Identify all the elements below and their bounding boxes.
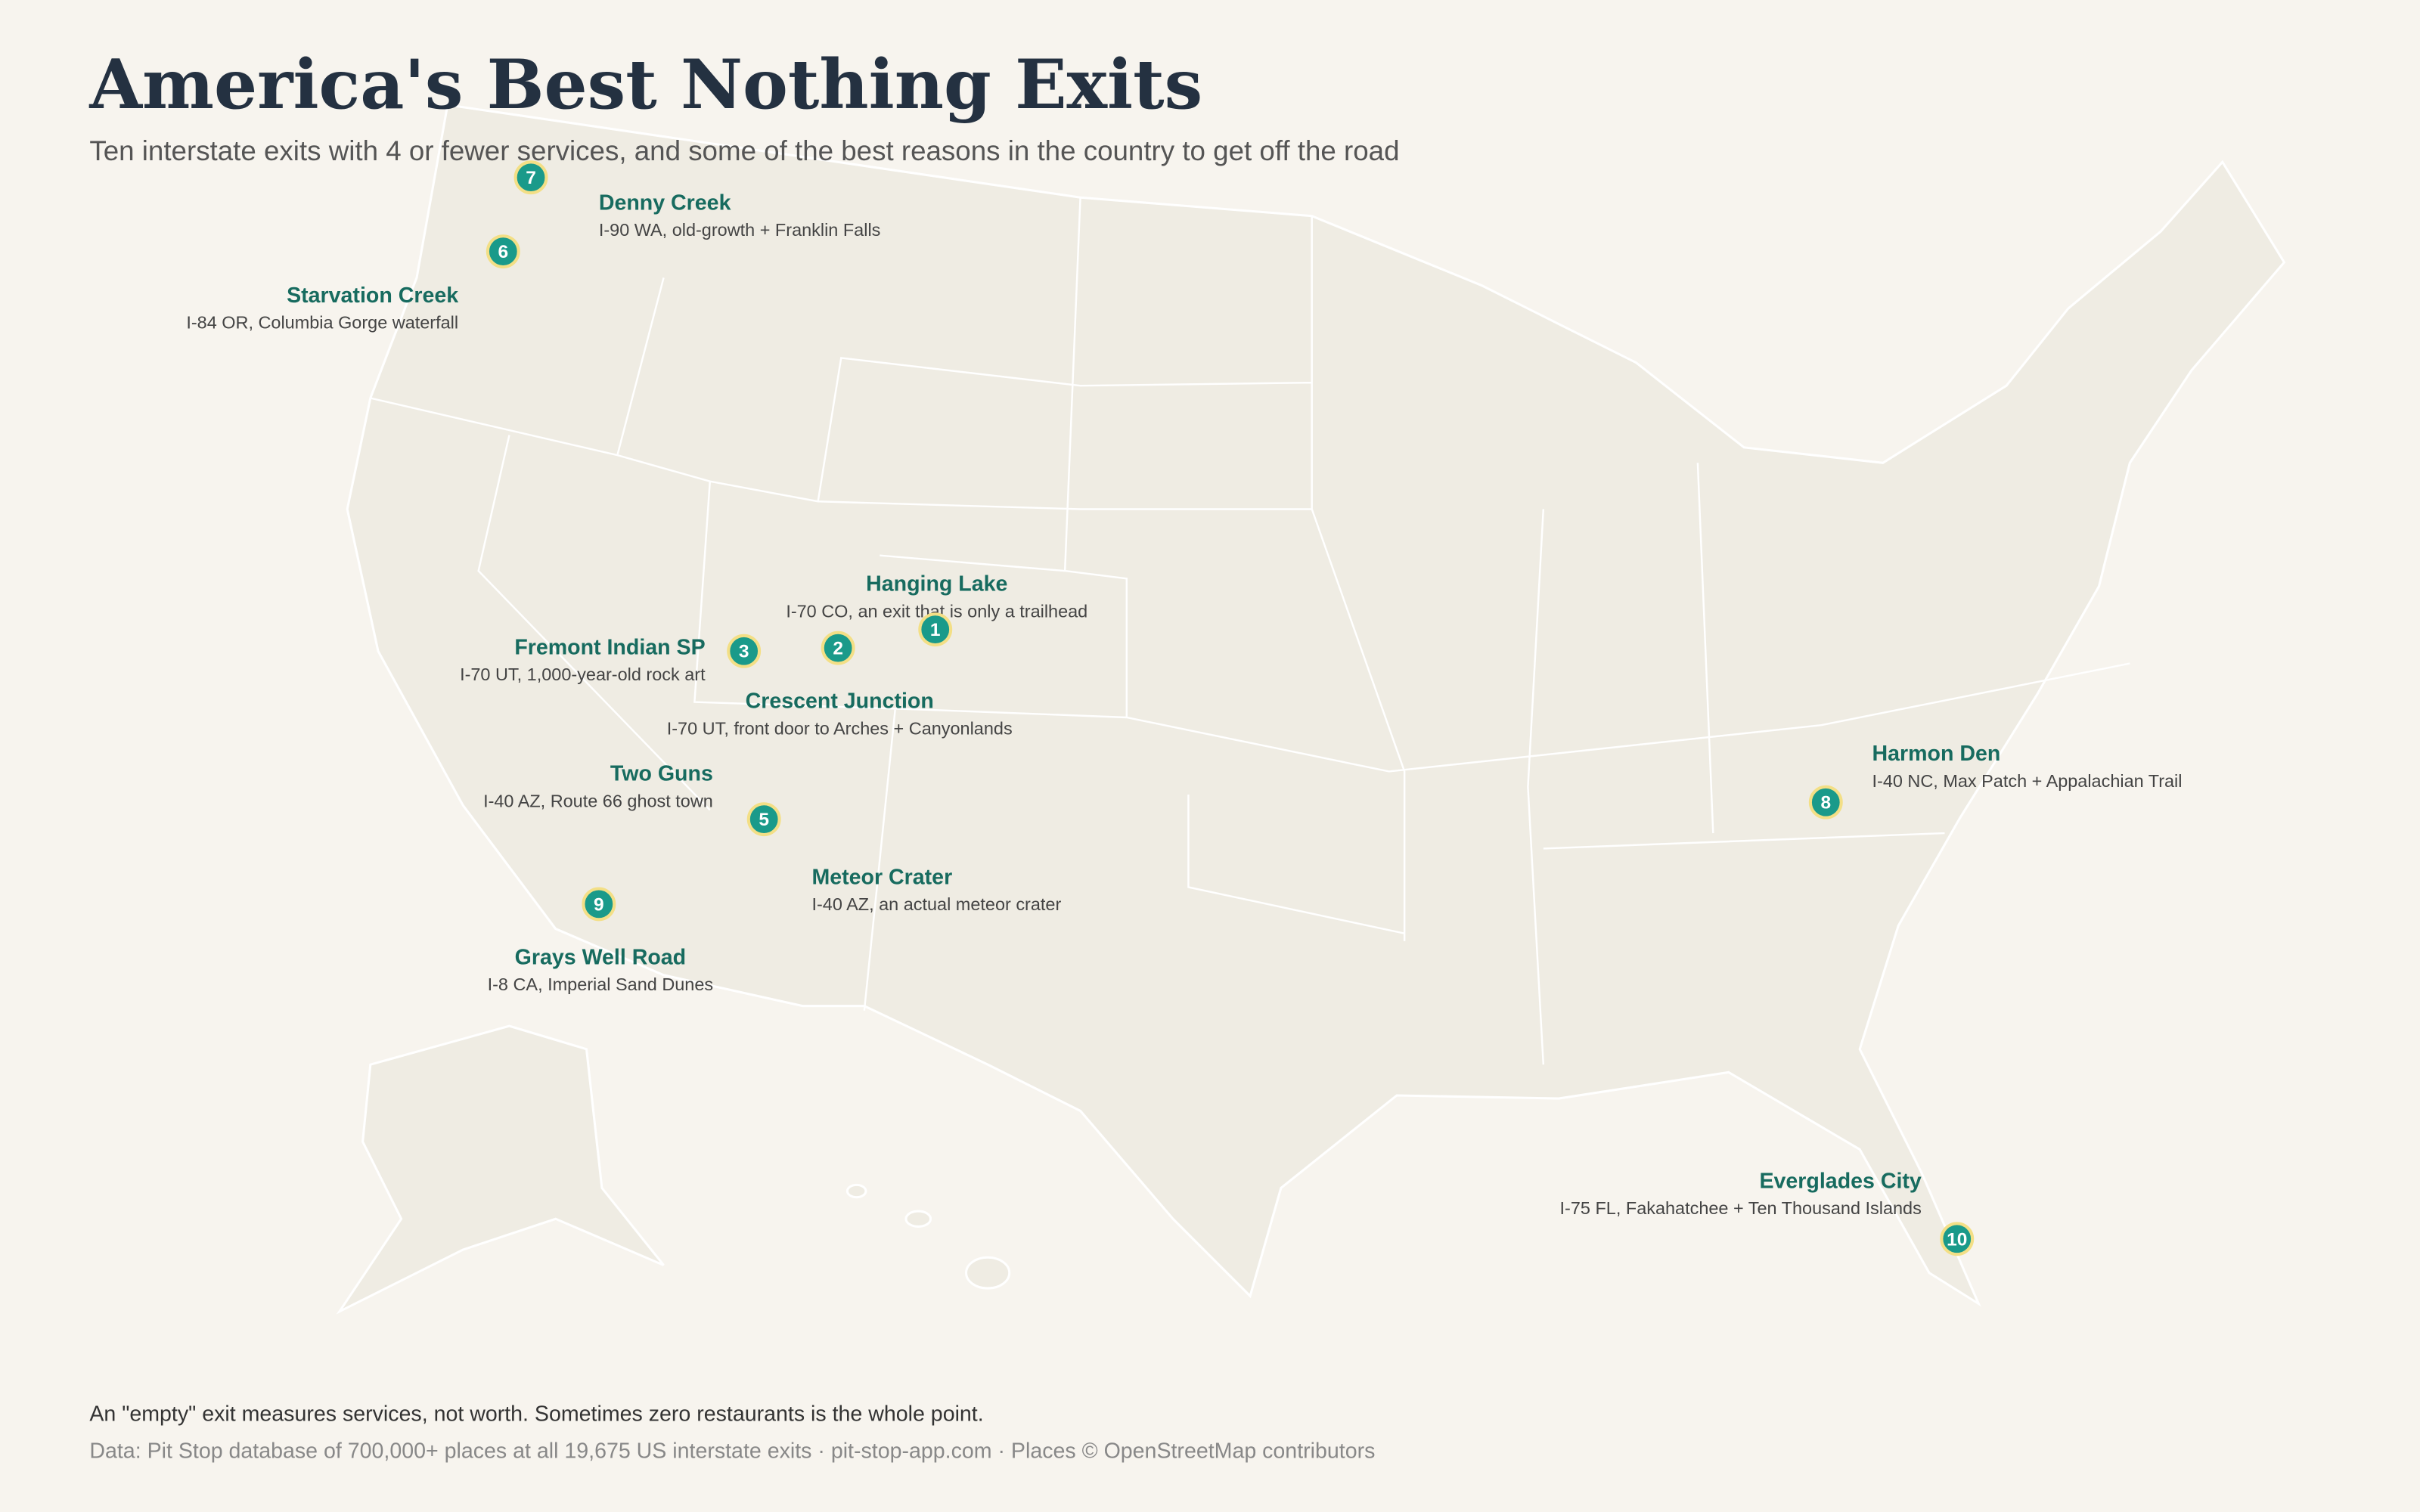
exit-name: Denny Creek	[599, 191, 731, 215]
source: Data: Pit Stop database of 700,000+ plac…	[89, 1439, 1375, 1464]
exit-marker	[513, 160, 548, 195]
contiguous-us	[346, 104, 2286, 1307]
exit-number: 10	[1947, 1229, 1967, 1250]
exit-marker	[727, 634, 762, 668]
exit-detail: I-8 CA, Imperial Sand Dunes	[488, 974, 714, 994]
exit-marker	[1808, 785, 1843, 820]
land	[336, 104, 2286, 1315]
exit-number: 1	[930, 620, 941, 640]
state-lines	[370, 197, 2130, 1065]
exit-detail: I-75 FL, Fakahatchee + Ten Thousand Isla…	[1560, 1198, 1922, 1218]
exit-name: Two Guns	[610, 762, 713, 786]
subtitle: Ten interstate exits with 4 or fewer ser…	[89, 135, 1399, 166]
exit-name: Grays Well Road	[515, 946, 686, 970]
exit-marker	[746, 802, 781, 837]
hawaii	[904, 1210, 932, 1228]
exit-name: Crescent Junction	[746, 689, 934, 714]
title: America's Best Nothing Exits	[88, 45, 1202, 125]
alaska	[336, 1024, 665, 1315]
exit-detail: I-84 OR, Columbia Gorge waterfall	[186, 313, 458, 333]
exit-detail: I-70 UT, front door to Arches + Canyonla…	[667, 718, 1013, 738]
exit-number: 8	[1820, 793, 1831, 813]
exit-number: 7	[526, 168, 536, 188]
exit-name: Everglades City	[1759, 1169, 1921, 1193]
exit-number: 2	[833, 639, 843, 659]
exit-name: Harmon Den	[1872, 742, 2001, 766]
exit-name: Fremont Indian SP	[514, 635, 705, 659]
exit-number: 9	[594, 894, 604, 915]
hawaii	[965, 1256, 1011, 1290]
exit-marker	[486, 234, 520, 269]
state-line	[370, 197, 2130, 1065]
exit-detail: I-40 AZ, an actual meteor crater	[811, 894, 1061, 914]
exit-name: Starvation Creek	[287, 284, 458, 308]
exit-detail: I-70 UT, 1,000-year-old rock art	[460, 665, 706, 684]
hawaii	[845, 1183, 867, 1199]
exit-name: Meteor Crater	[811, 865, 952, 889]
exit-marker	[821, 631, 855, 665]
exit-number: 3	[739, 642, 749, 662]
note: An "empty" exit measures services, not w…	[89, 1402, 983, 1427]
exit-marker	[582, 887, 616, 922]
exit-name: Hanging Lake	[866, 572, 1007, 596]
exit-detail: I-40 NC, Max Patch + Appalachian Trail	[1872, 771, 2183, 791]
exit-marker	[918, 612, 953, 647]
exit-number: 5	[759, 810, 769, 830]
exit-detail: I-90 WA, old-growth + Franklin Falls	[599, 220, 881, 240]
exit-detail: I-40 AZ, Route 66 ghost town	[483, 791, 713, 810]
exit-marker	[1940, 1222, 1975, 1256]
exit-number: 6	[498, 242, 509, 262]
